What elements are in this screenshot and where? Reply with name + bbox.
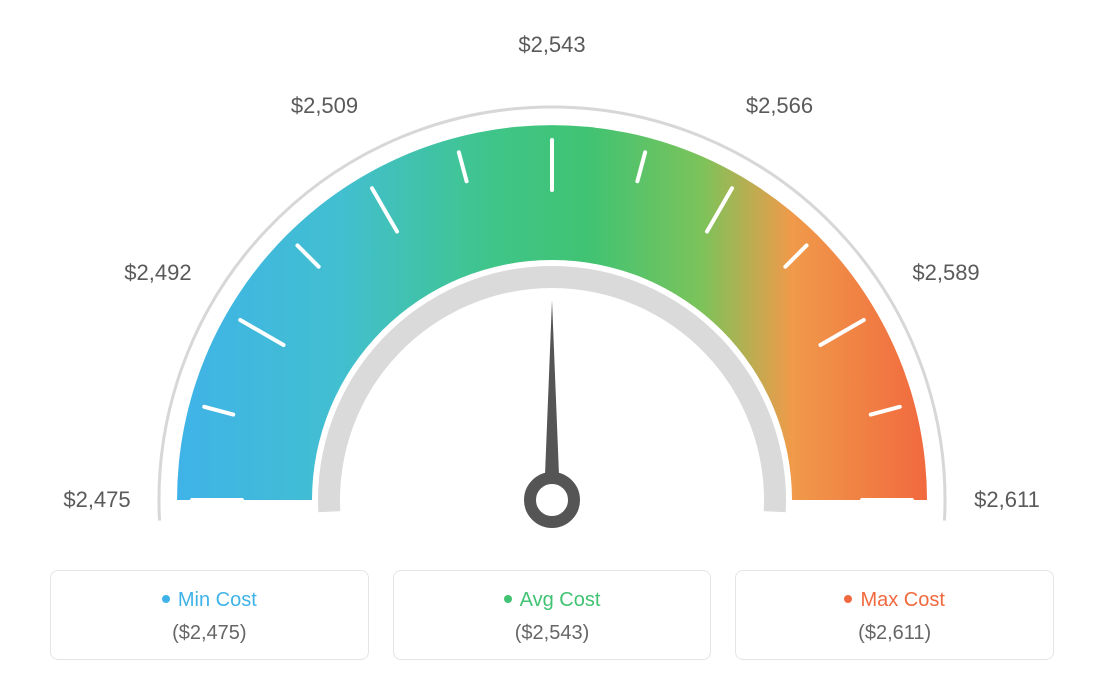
legend-value-min: ($2,475): [61, 622, 358, 645]
legend-label-max: Max Cost: [860, 589, 944, 611]
bullet-icon-max: [844, 595, 852, 603]
gauge-tick-label: $2,492: [124, 260, 191, 286]
gauge-tick-label: $2,543: [518, 32, 585, 58]
legend-card-max: Max Cost ($2,611): [735, 570, 1054, 660]
gauge-tick-label: $2,566: [746, 93, 813, 119]
legend-card-min: Min Cost ($2,475): [50, 570, 369, 660]
gauge-area: $2,475 $2,492 $2,509 $2,543 $2,566 $2,589 $2,6…: [0, 0, 1104, 560]
bullet-icon-min: [162, 595, 170, 603]
legend-title-min: Min Cost: [61, 589, 358, 612]
legend-title-max: Max Cost: [746, 589, 1043, 612]
gauge-tick-label: $2,589: [912, 260, 979, 286]
legend-value-max: ($2,611): [746, 622, 1043, 645]
bullet-icon-avg: [504, 595, 512, 603]
legend-label-avg: Avg Cost: [520, 589, 601, 611]
gauge-chart-container: $2,475 $2,492 $2,509 $2,543 $2,566 $2,589 $2,6…: [0, 0, 1104, 690]
gauge-tick-label: $2,509: [291, 93, 358, 119]
legend-card-avg: Avg Cost ($2,543): [393, 570, 712, 660]
gauge-tick-label: $2,475: [63, 487, 130, 513]
legend-row: Min Cost ($2,475) Avg Cost ($2,543) Max …: [50, 570, 1054, 660]
gauge-tick-label: $2,611: [974, 487, 1040, 513]
legend-label-min: Min Cost: [178, 589, 257, 611]
legend-value-avg: ($2,543): [404, 622, 701, 645]
legend-title-avg: Avg Cost: [404, 589, 701, 612]
